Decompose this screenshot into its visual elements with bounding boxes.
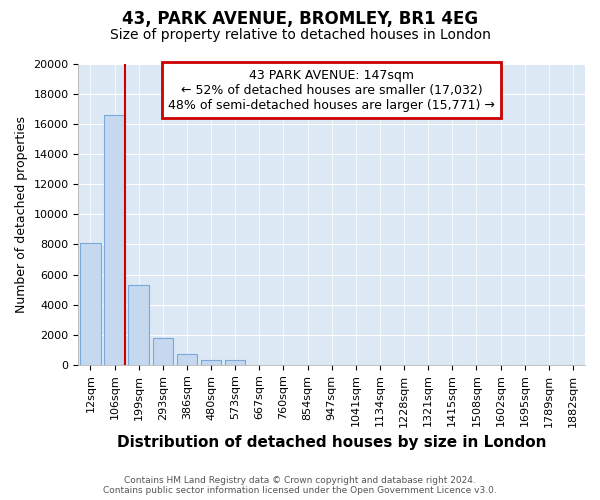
Bar <box>152 338 173 365</box>
Bar <box>201 360 221 365</box>
Text: 43 PARK AVENUE: 147sqm
← 52% of detached houses are smaller (17,032)
48% of semi: 43 PARK AVENUE: 147sqm ← 52% of detached… <box>168 68 495 112</box>
Bar <box>80 243 101 365</box>
Bar <box>177 354 197 365</box>
Bar <box>104 115 125 365</box>
Y-axis label: Number of detached properties: Number of detached properties <box>15 116 28 313</box>
Text: 43, PARK AVENUE, BROMLEY, BR1 4EG: 43, PARK AVENUE, BROMLEY, BR1 4EG <box>122 10 478 28</box>
Text: Size of property relative to detached houses in London: Size of property relative to detached ho… <box>110 28 490 42</box>
Text: Contains HM Land Registry data © Crown copyright and database right 2024.
Contai: Contains HM Land Registry data © Crown c… <box>103 476 497 495</box>
Bar <box>128 285 149 365</box>
X-axis label: Distribution of detached houses by size in London: Distribution of detached houses by size … <box>117 435 547 450</box>
Bar <box>225 360 245 365</box>
